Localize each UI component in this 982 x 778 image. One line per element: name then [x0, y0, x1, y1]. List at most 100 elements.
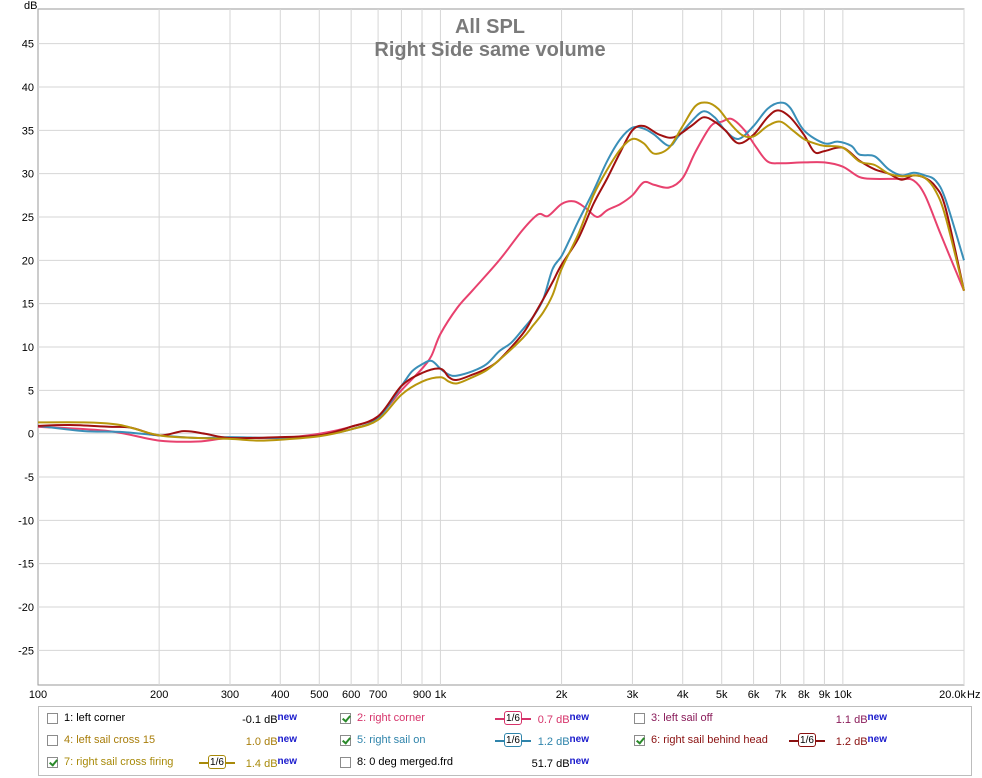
- legend-item: 1: left corner -0.1 dBnew: [47, 710, 337, 728]
- series-lines: [37, 101, 965, 443]
- x-tick-label: 6k: [748, 689, 760, 701]
- legend-label: 4: left sail cross 15: [64, 734, 156, 746]
- chart-title: All SPL: [455, 16, 525, 38]
- legend-offset-text: 0.7 dB: [537, 714, 570, 726]
- legend-offset-value: -0.1 dBnew: [227, 712, 297, 726]
- legend-offset-text: 51.7 dB: [531, 758, 570, 770]
- legend-offset-text: 1.2 dB: [835, 736, 868, 748]
- legend-offset-text: 1.1 dB: [835, 714, 868, 726]
- y-tick-label: 35: [22, 125, 34, 137]
- legend-offset-text: 1.0 dB: [245, 736, 278, 748]
- spl-chart: -25 -20 -15 -10 -5 0 5 10 15 20 25 30 35 40 45 100 200 3…: [18, 0, 980, 701]
- x-tick-label: 8k: [798, 689, 810, 701]
- y-tick-label: 15: [22, 299, 34, 311]
- legend-offset-text: 1.2 dB: [537, 736, 570, 748]
- legend-checkbox[interactable]: [340, 735, 351, 746]
- legend-checkbox[interactable]: [634, 713, 645, 724]
- legend-offset-value: 1.2 dBnew: [519, 734, 589, 748]
- legend-new-badge[interactable]: new: [277, 712, 297, 723]
- x-tick-label: 600: [342, 689, 360, 701]
- legend-checkbox[interactable]: [340, 757, 351, 768]
- smoothing-label: 1/6: [798, 733, 816, 747]
- x-tick-label: 300: [221, 689, 239, 701]
- x-tick-label: 7k: [775, 689, 787, 701]
- x-tick-label: 9k: [819, 689, 831, 701]
- legend-item: 7: right sail cross firing 1/6 1.4 dBnew: [47, 754, 337, 772]
- smoothing-label: 1/6: [504, 711, 522, 725]
- x-tick-label: 20.0k: [939, 689, 966, 701]
- legend-offset-text: -0.1 dB: [242, 714, 278, 726]
- y-tick-label: 40: [22, 82, 34, 94]
- x-axis-unit: Hz: [967, 689, 980, 701]
- y-tick-label: 20: [22, 255, 34, 267]
- chart-subtitle: Right Side same volume: [374, 39, 605, 61]
- legend-offset-value: 1.4 dBnew: [227, 756, 297, 770]
- x-tick-label: 3k: [627, 689, 639, 701]
- smoothing-button[interactable]: 1/6: [199, 754, 235, 772]
- y-tick-labels: -25 -20 -15 -10 -5 0 5 10 15 20 25 30 35 40 45: [18, 39, 34, 658]
- x-tick-label: 10k: [834, 689, 852, 701]
- legend-offset-value: 1.0 dBnew: [227, 734, 297, 748]
- y-tick-label: -15: [18, 559, 34, 571]
- legend-item: 8: 0 deg merged.frd 51.7 dBnew: [340, 754, 630, 772]
- legend-new-badge[interactable]: new: [867, 712, 887, 723]
- legend-offset-value: 0.7 dBnew: [519, 712, 589, 726]
- y-tick-label: -10: [18, 515, 34, 527]
- y-tick-label: -25: [18, 645, 34, 657]
- legend-label: 1: left corner: [64, 712, 126, 724]
- legend-new-badge[interactable]: new: [569, 712, 589, 723]
- legend-label: 3: left sail off: [651, 712, 713, 724]
- legend-new-badge[interactable]: new: [569, 734, 589, 745]
- x-tick-label: 500: [310, 689, 328, 701]
- legend-offset-text: 1.4 dB: [245, 758, 278, 770]
- legend-label: 5: right sail on: [357, 734, 426, 746]
- y-tick-label: 10: [22, 342, 34, 354]
- legend-offset-value: 1.1 dBnew: [817, 712, 887, 726]
- smoothing-label: 1/6: [208, 755, 226, 769]
- x-tick-labels: 100 200 300 400 500 600 700 900 1k 2k 3k 4k 5k 6k 7k 8k…: [29, 689, 967, 701]
- grid-lines: [38, 9, 965, 685]
- smoothing-label: 1/6: [504, 733, 522, 747]
- x-tick-label: 700: [369, 689, 387, 701]
- legend-label: 7: right sail cross firing: [64, 756, 174, 768]
- x-tick-label: 200: [150, 689, 168, 701]
- smoothing-button[interactable]: 1/6: [495, 710, 531, 728]
- legend-checkbox[interactable]: [340, 713, 351, 724]
- x-tick-label: 4k: [677, 689, 689, 701]
- smoothing-button[interactable]: 1/6: [789, 732, 825, 750]
- series-line: [37, 101, 965, 442]
- y-tick-label: -20: [18, 602, 34, 614]
- legend-label: 6: right sail behind head: [651, 734, 768, 746]
- legend-checkbox[interactable]: [47, 757, 58, 768]
- legend-new-badge[interactable]: new: [277, 756, 297, 767]
- y-tick-label: -5: [24, 472, 34, 484]
- y-tick-label: 25: [22, 212, 34, 224]
- legend-item: 2: right corner 1/6 0.7 dBnew: [340, 710, 630, 728]
- legend-item: 4: left sail cross 15 1.0 dBnew: [47, 732, 337, 750]
- y-tick-label: 5: [28, 385, 34, 397]
- legend-new-badge[interactable]: new: [867, 734, 887, 745]
- x-tick-label: 1k: [435, 689, 447, 701]
- y-tick-label: 0: [28, 429, 34, 441]
- legend-label: 8: 0 deg merged.frd: [357, 756, 454, 768]
- legend-checkbox[interactable]: [634, 735, 645, 746]
- legend-new-badge[interactable]: new: [277, 734, 297, 745]
- legend-new-badge[interactable]: new: [569, 756, 589, 767]
- x-tick-label: 900: [413, 689, 431, 701]
- legend-offset-value: 51.7 dBnew: [519, 756, 589, 770]
- y-axis-label: dB: [24, 0, 37, 12]
- legend: 1: left corner -0.1 dBnew 2: right corner 1…: [38, 706, 972, 776]
- x-tick-label: 400: [271, 689, 289, 701]
- x-tick-label: 100: [29, 689, 47, 701]
- series-line: [37, 101, 965, 440]
- legend-label: 2: right corner: [357, 712, 425, 724]
- legend-item: 5: right sail on 1/6 1.2 dBnew: [340, 732, 630, 750]
- legend-checkbox[interactable]: [47, 713, 58, 724]
- x-tick-label: 2k: [556, 689, 568, 701]
- legend-item: 6: right sail behind head 1/6 1.2 dBnew: [634, 732, 924, 750]
- legend-checkbox[interactable]: [47, 735, 58, 746]
- legend-offset-value: 1.2 dBnew: [817, 734, 887, 748]
- smoothing-button[interactable]: 1/6: [495, 732, 531, 750]
- y-tick-label: 45: [22, 39, 34, 51]
- y-tick-label: 30: [22, 169, 34, 181]
